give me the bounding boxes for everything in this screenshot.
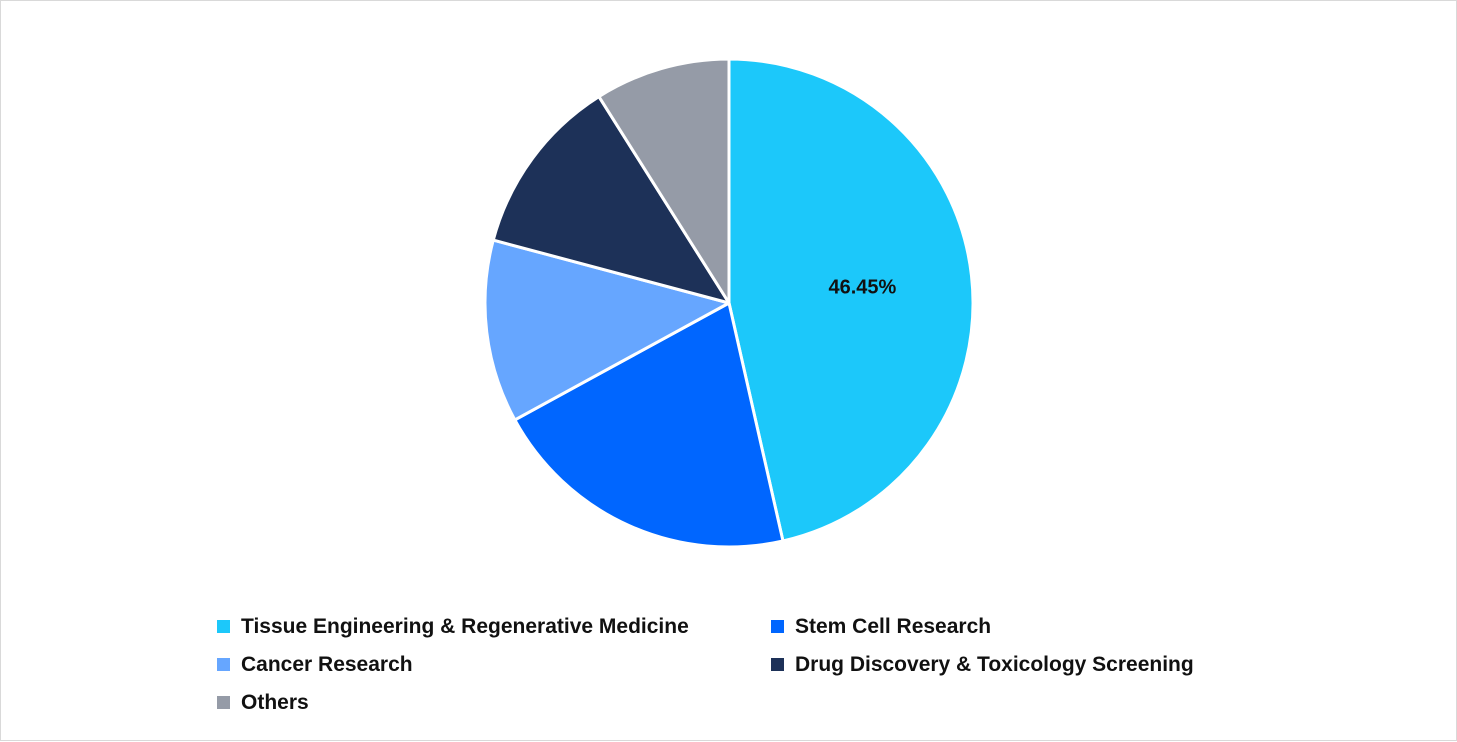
pie-slice-1	[513, 301, 785, 549]
legend-swatch-3	[771, 658, 784, 671]
legend-swatch-0	[217, 620, 230, 633]
legend-label-4: Others	[241, 690, 309, 714]
legend-item-1: Stem Cell Research	[771, 613, 1237, 640]
legend-label-3: Drug Discovery & Toxicology Screening	[795, 652, 1194, 676]
legend-swatch-4	[217, 696, 230, 709]
legend-item-2: Cancer Research	[217, 651, 771, 678]
legend-item-4: Others	[217, 689, 771, 716]
legend-label-1: Stem Cell Research	[795, 614, 992, 638]
legend: Tissue Engineering & Regenerative Medici…	[217, 613, 1237, 716]
legend-swatch-1	[771, 620, 784, 633]
legend-swatch-2	[217, 658, 230, 671]
legend-label-0: Tissue Engineering & Regenerative Medici…	[241, 614, 689, 638]
pie-slice-3	[491, 95, 731, 305]
legend-label-2: Cancer Research	[241, 652, 413, 676]
legend-item-3: Drug Discovery & Toxicology Screening	[771, 651, 1237, 678]
legend-item-0: Tissue Engineering & Regenerative Medici…	[217, 613, 771, 640]
pie-slice-4	[597, 57, 731, 305]
slice-data-label-0: 46.45%	[828, 276, 896, 298]
pie-slice-0	[727, 57, 975, 543]
pie-slice-2	[483, 238, 731, 422]
